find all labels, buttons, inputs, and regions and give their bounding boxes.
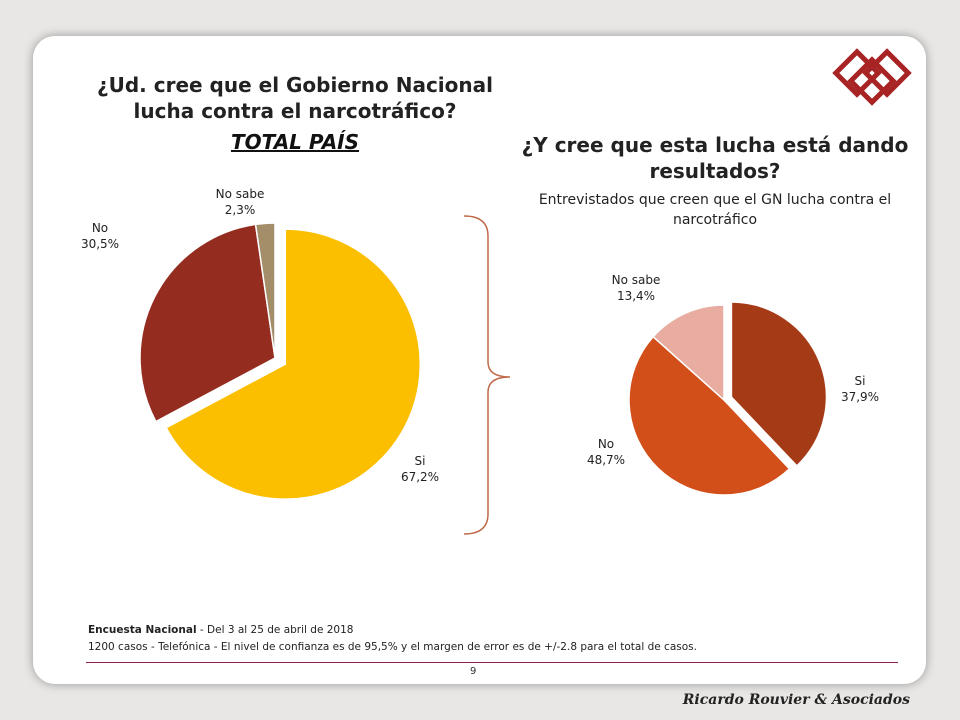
footer-rule [86, 662, 898, 663]
right-label-no: No [598, 437, 614, 451]
methodology-note: 1200 casos - Telefónica - El nivel de co… [88, 641, 697, 653]
page-number: 9 [470, 666, 477, 677]
survey-name: Encuesta Nacional [88, 624, 197, 636]
right-value-no: 48,7% [587, 453, 625, 467]
left-chart-title: ¿Ud. cree que el Gobierno Nacional lucha… [97, 73, 493, 123]
left-value-no-sabe: 2,3% [225, 203, 256, 217]
left-value-no: 30,5% [81, 237, 119, 251]
right-slice-si [730, 301, 828, 467]
left-label-si: Si [415, 454, 426, 468]
brand-name: Ricardo Rouvier & Asociados [682, 692, 910, 708]
left-slice-si [165, 228, 422, 500]
left-label-no-sabe: No sabe [216, 187, 265, 201]
left-slice-no-sabe [254, 222, 276, 359]
survey-dates: - Del 3 al 25 de abril de 2018 [196, 624, 354, 636]
left-chart-subtitle: TOTAL PAÍS [230, 130, 360, 154]
left-slice-no [139, 223, 276, 423]
bracket [463, 215, 511, 535]
right-value-no-sabe: 13,4% [617, 289, 655, 303]
pie-left: Si 67,2% No 30,5% No sabe 2,3% [81, 187, 439, 500]
footer-notes: Encuesta Nacional - Del 3 al 25 de abril… [88, 622, 697, 656]
right-chart-subtitle: Entrevistados que creen que el GN lucha … [538, 192, 892, 228]
right-slice-no [628, 335, 791, 496]
left-label-no: No [92, 221, 108, 235]
left-value-si: 67,2% [401, 470, 439, 484]
right-chart-title: ¿Y cree que esta lucha está dando result… [521, 133, 909, 183]
company-logo [832, 48, 912, 106]
right-value-si: 37,9% [841, 390, 879, 404]
pie-right: Si 37,9% No 48,7% No sabe 13,4% [587, 273, 879, 496]
right-slice-no-sabe [652, 304, 725, 402]
right-label-si: Si [855, 374, 866, 388]
right-label-no-sabe: No sabe [612, 273, 661, 287]
